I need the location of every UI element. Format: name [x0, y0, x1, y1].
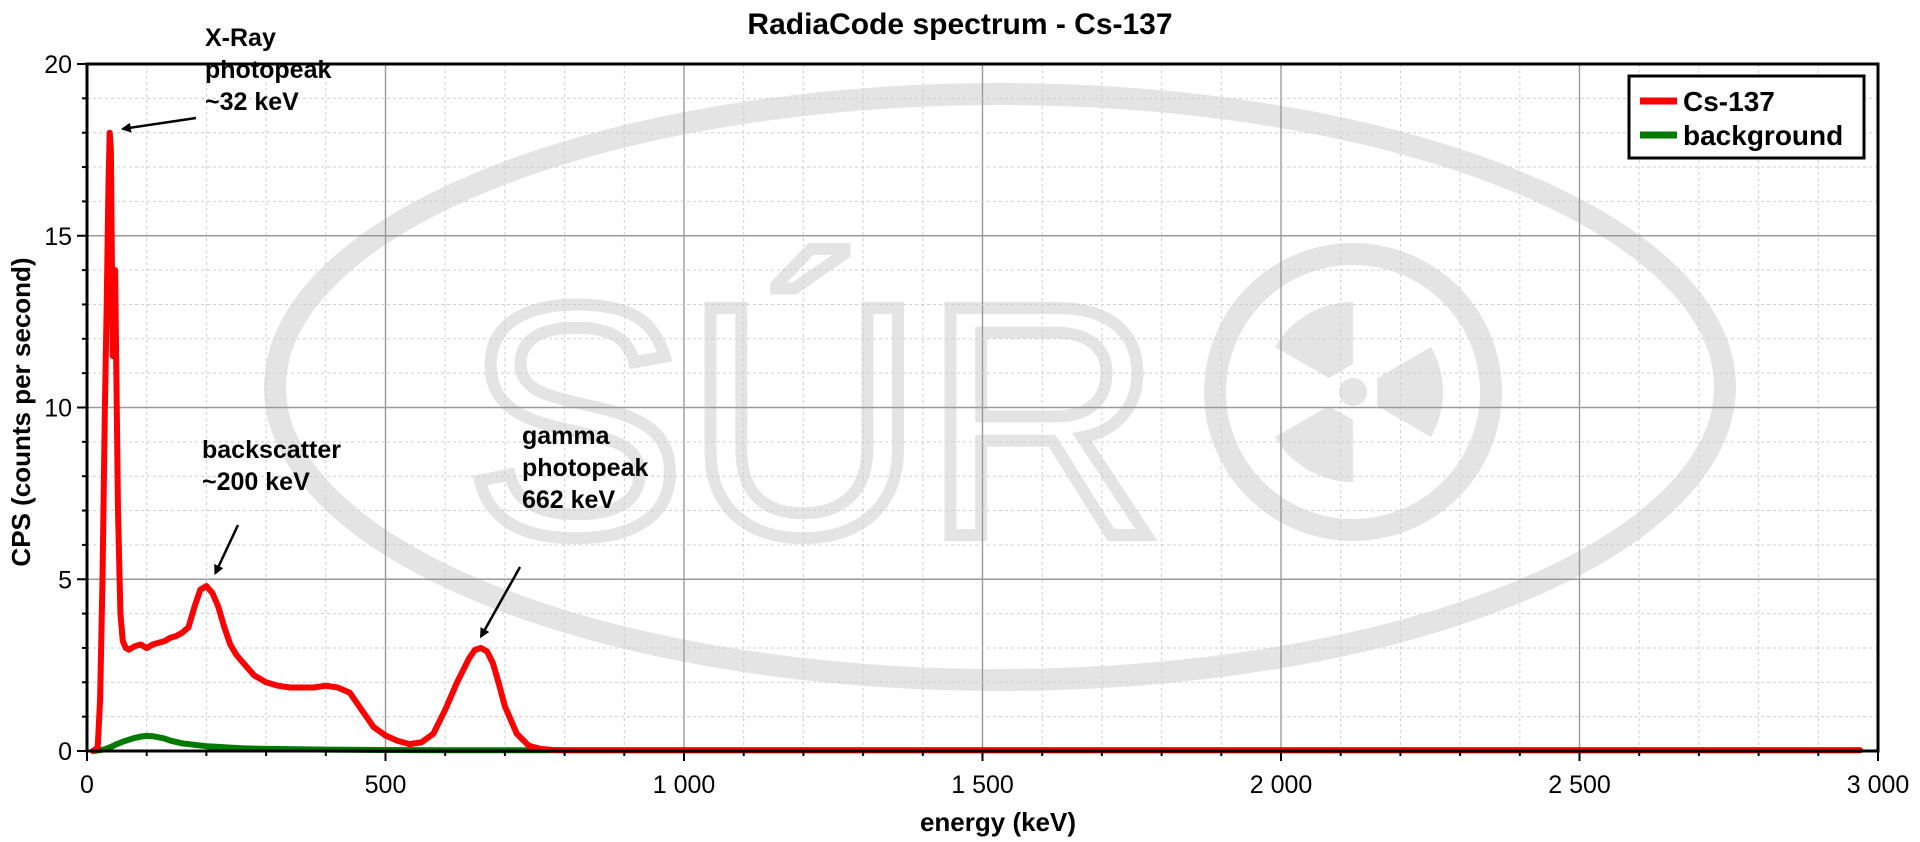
y-axis: 0 5 10 15 20: [44, 51, 87, 766]
x-axis-label: energy (keV): [920, 807, 1076, 837]
x-tick-label: 2 500: [1548, 771, 1611, 799]
y-tick-label: 20: [44, 51, 72, 79]
x-tick-label: 0: [80, 771, 94, 799]
x-tick-label: 1 500: [951, 771, 1014, 799]
annotation-line: gamma: [522, 422, 611, 450]
chart-title: RadiaCode spectrum - Cs-137: [747, 8, 1172, 41]
series-line-cs-137: [90, 129, 1864, 754]
annotation-line: backscatter: [202, 436, 341, 464]
annotation-arrow: [214, 524, 240, 576]
y-tick-label: 15: [44, 223, 72, 251]
y-tick-label: 10: [44, 395, 72, 423]
y-tick-label: 0: [58, 738, 72, 766]
annotation-line: ~32 keV: [205, 88, 299, 116]
annotation-line: photopeak: [522, 454, 648, 482]
x-tick-label: 3 000: [1847, 771, 1910, 799]
suro-watermark-logo: SÚR: [264, 83, 1736, 691]
radiation-symbol-icon: [1204, 243, 1502, 541]
annotation-text: backscatter ~200 keV: [202, 436, 341, 496]
watermark-text: SÚR: [465, 236, 1162, 605]
x-tick-label: 500: [365, 771, 407, 799]
legend-box: [1627, 74, 1866, 160]
x-tick-label: 2 000: [1250, 771, 1313, 799]
x-tick-label: 1 000: [653, 771, 716, 799]
legend: Cs-137 background: [1627, 74, 1866, 160]
legend-label-background: background: [1683, 120, 1843, 151]
annotations: X-Ray photopeak ~32 keV backscatter ~200 keV…: [120, 24, 648, 639]
annotation-line: 662 keV: [522, 486, 615, 514]
grid: [86, 63, 1879, 752]
x-axis: 0 500 1 000 1 500 2 000 2 500 3 000: [80, 751, 1909, 799]
annotation-line: ~200 keV: [202, 468, 310, 496]
annotation-line: X-Ray: [205, 24, 276, 52]
y-tick-label: 5: [58, 566, 72, 594]
annotation-line: photopeak: [205, 56, 331, 84]
legend-label-cs137: Cs-137: [1683, 86, 1775, 117]
annotation-arrow: [479, 566, 522, 639]
annotation-text: gamma photopeak 662 keV: [522, 422, 648, 514]
annotation-text: X-Ray photopeak ~32 keV: [205, 24, 331, 116]
y-axis-label: CPS (counts per second): [6, 257, 36, 566]
annotation-arrow: [120, 116, 197, 133]
